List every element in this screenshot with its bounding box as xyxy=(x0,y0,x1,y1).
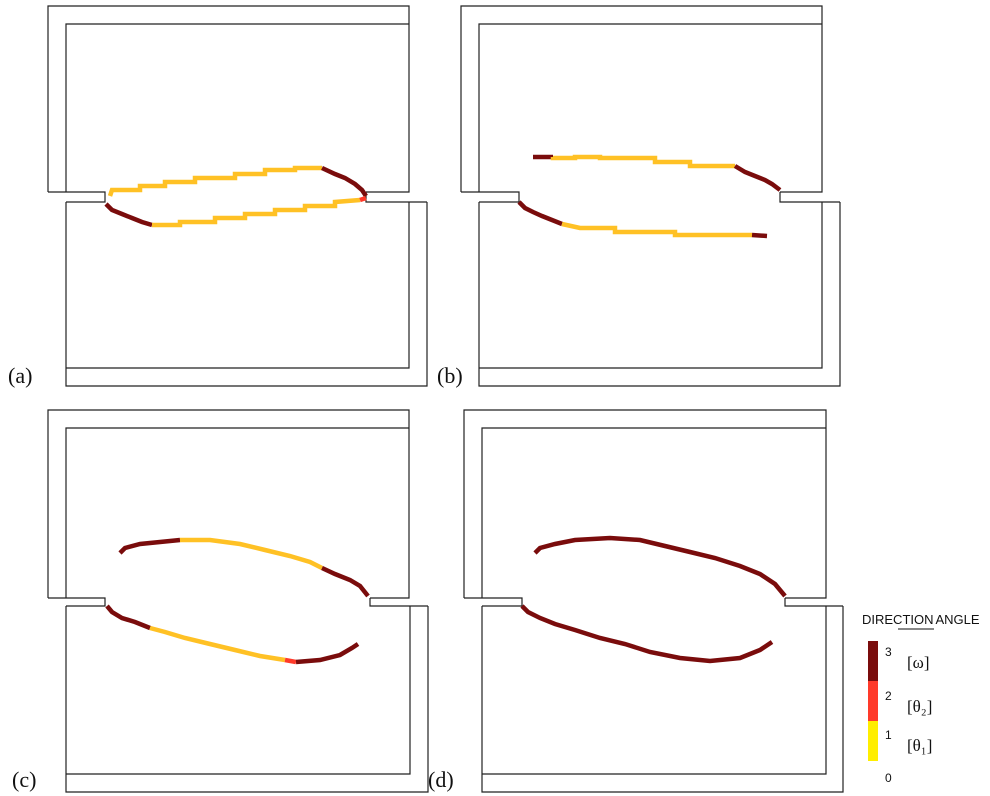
crack-lower-theta2 xyxy=(284,657,297,665)
lower-block-outline xyxy=(65,202,428,387)
legend-swatch-theta1 xyxy=(868,721,878,761)
crack-upper-theta1 xyxy=(550,154,735,169)
panel-b: (b) xyxy=(437,5,841,388)
legend-value-1: 1 xyxy=(885,728,892,742)
crack-lower-omega xyxy=(517,200,563,227)
crack-lower-omega-tip xyxy=(295,642,360,665)
step-right xyxy=(365,192,427,203)
legend-value-2: 2 xyxy=(885,689,892,703)
crack-upper-omega-start xyxy=(118,537,181,555)
upper-block-inner xyxy=(65,23,409,192)
legend-title-direction: DIRECTION xyxy=(862,612,934,627)
step-left xyxy=(48,597,106,607)
lower-block-inner xyxy=(66,202,410,369)
legend-swatch-omega xyxy=(868,641,878,681)
crack-upper-omega xyxy=(321,165,368,198)
upper-block-inner xyxy=(478,23,822,192)
step-left xyxy=(461,191,520,203)
step-right xyxy=(779,192,840,203)
panel-label: (a) xyxy=(8,363,32,388)
crack-upper-omega xyxy=(533,535,787,598)
upper-block-inner xyxy=(481,427,826,598)
crack-lower-theta1 xyxy=(561,221,752,238)
step-right xyxy=(369,598,428,607)
upper-block-outline xyxy=(460,5,823,193)
crack-tip-theta2 xyxy=(359,195,367,203)
step-left xyxy=(464,597,523,607)
legend-symbol-theta1: [θ₁] xyxy=(907,736,932,755)
crack-lower-theta1 xyxy=(149,625,286,663)
crack-lower-omega-tip xyxy=(751,232,768,239)
upper-block-outline xyxy=(47,409,410,599)
lower-block-inner xyxy=(66,606,411,775)
legend-swatch-theta2 xyxy=(868,681,878,721)
crack-lower-omega xyxy=(520,604,774,664)
crack-upper-theta1 xyxy=(107,165,322,197)
legend-symbol-omega: [ω] xyxy=(907,653,930,672)
crack-upper-omega xyxy=(321,565,370,598)
panel-c: (c) xyxy=(12,409,429,793)
crack-lower-theta1 xyxy=(152,197,361,228)
panel-a: (a) xyxy=(8,5,428,388)
crack-lower-omega xyxy=(104,202,153,228)
lower-block-inner xyxy=(482,606,827,775)
legend: DIRECTION ANGLE 3 [ω] 2 [θ₂] 1 [θ₁] 0 xyxy=(862,612,980,785)
panel-label: (d) xyxy=(428,767,454,792)
lower-block-outline xyxy=(481,606,844,793)
crack-lower-omega xyxy=(105,604,151,631)
upper-block-outline xyxy=(47,5,410,193)
legend-title: DIRECTION ANGLE xyxy=(862,612,980,627)
legend-symbol-theta2: [θ₂] xyxy=(907,697,932,716)
upper-block-outline xyxy=(463,409,827,599)
panel-label: (c) xyxy=(12,767,36,792)
lower-block-outline xyxy=(65,606,429,793)
crack-upper-omega xyxy=(733,164,782,192)
panel-label: (b) xyxy=(437,363,463,388)
legend-value-0: 0 xyxy=(885,771,892,785)
legend-title-angle: ANGLE xyxy=(936,612,980,627)
crack-upper-theta1 xyxy=(180,537,324,571)
panel-d: (d) xyxy=(428,409,844,793)
upper-block-inner xyxy=(65,427,409,598)
step-left xyxy=(48,191,106,203)
lower-block-inner xyxy=(479,202,823,369)
step-right xyxy=(784,598,843,607)
legend-value-3: 3 xyxy=(885,645,892,659)
lower-block-outline xyxy=(478,202,841,387)
